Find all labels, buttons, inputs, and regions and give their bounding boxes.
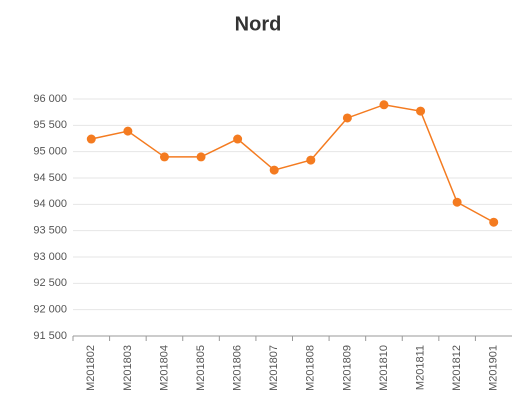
x-tick-label: M201802 (85, 345, 97, 391)
point (342, 113, 352, 123)
x-tick-label: M201809 (341, 345, 353, 391)
point (379, 100, 389, 110)
chart-title: Nord (235, 13, 282, 35)
y-tick-label: 95 500 (33, 119, 67, 131)
point (269, 165, 279, 175)
point (489, 217, 499, 227)
x-tick-label: M201901 (488, 345, 500, 391)
point (196, 152, 206, 162)
x-tick-label: M201812 (451, 345, 463, 391)
x-tick-label: M201811 (414, 345, 426, 390)
line (91, 104, 495, 223)
x-tick-label: M201810 (378, 345, 390, 391)
point (416, 106, 426, 116)
point (306, 155, 316, 165)
y-tick-label: 93 000 (33, 251, 67, 263)
point (123, 126, 133, 136)
y-tick-label: 92 500 (33, 277, 67, 289)
y-tick-label: 91 500 (33, 330, 67, 342)
point (159, 152, 169, 162)
y-tick-label: 95 000 (33, 146, 67, 158)
point (452, 197, 462, 207)
y-tick-label: 93 500 (33, 225, 67, 237)
x-tick-label: M201808 (305, 345, 317, 391)
x-tick-label: M201807 (268, 345, 280, 391)
point (233, 134, 243, 144)
x-tick-label: M201806 (232, 345, 244, 391)
point (86, 134, 96, 144)
y-tick-label: 94 000 (33, 198, 67, 210)
y-tick-label: 96 000 (33, 93, 67, 105)
x-tick-label: M201805 (195, 345, 207, 391)
y-tick-label: 94 500 (33, 172, 67, 184)
y-tick-label: 92 000 (33, 304, 67, 316)
x-tick-label: M201803 (122, 345, 134, 391)
x-tick-label: M201804 (158, 345, 170, 391)
